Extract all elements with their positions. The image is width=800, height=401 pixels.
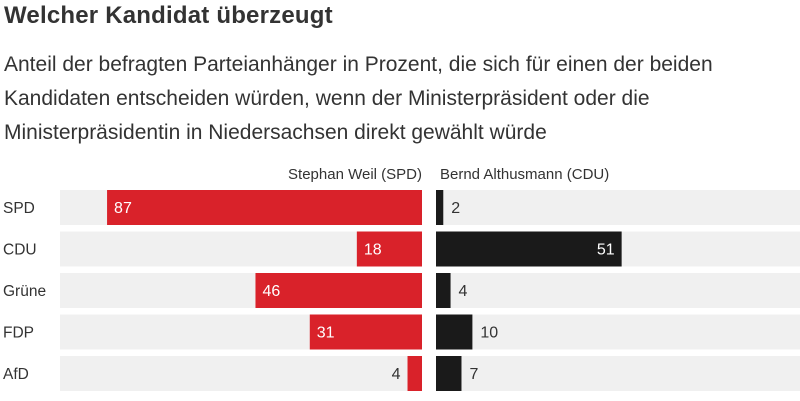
bar-track-right <box>436 356 800 391</box>
legend-cdu: Bernd Althusmann (CDU) <box>440 166 609 183</box>
data-label-spd: 87 <box>114 200 132 217</box>
data-label-cdu: 51 <box>597 242 615 259</box>
bar-cdu <box>436 356 462 391</box>
bar-cdu <box>436 314 473 350</box>
category-label: FDP <box>3 325 34 342</box>
bar-spd <box>407 356 422 391</box>
category-label: AfD <box>3 366 29 383</box>
bar-spd <box>255 273 422 308</box>
data-label-cdu: 4 <box>459 283 468 300</box>
category-label: Grüne <box>3 283 46 300</box>
chart-title: Welcher Kandidat überzeugt <box>4 2 333 29</box>
category-label: SPD <box>3 200 35 217</box>
bar-spd <box>107 190 422 225</box>
data-label-spd: 18 <box>364 242 382 259</box>
data-label-spd: 4 <box>392 366 401 383</box>
bar-spd <box>309 314 422 350</box>
bar-track-right <box>436 314 800 350</box>
bar-cdu <box>436 190 444 225</box>
chart-subtitle: Anteil der befragten Parteianhänger in P… <box>4 53 713 144</box>
data-label-cdu: 2 <box>451 200 460 217</box>
legend-spd: Stephan Weil (SPD) <box>288 166 422 183</box>
bar-spd <box>356 231 422 267</box>
data-label-cdu: 10 <box>480 325 498 342</box>
data-label-spd: 46 <box>262 283 280 300</box>
data-label-spd: 31 <box>317 325 335 342</box>
bar-cdu <box>436 273 451 308</box>
category-label: CDU <box>3 242 37 259</box>
bar-track-right <box>436 190 800 225</box>
bar-cdu <box>436 231 622 267</box>
bar-track-left <box>60 356 422 391</box>
bar-track-right <box>436 273 800 308</box>
data-label-cdu: 7 <box>469 366 478 383</box>
